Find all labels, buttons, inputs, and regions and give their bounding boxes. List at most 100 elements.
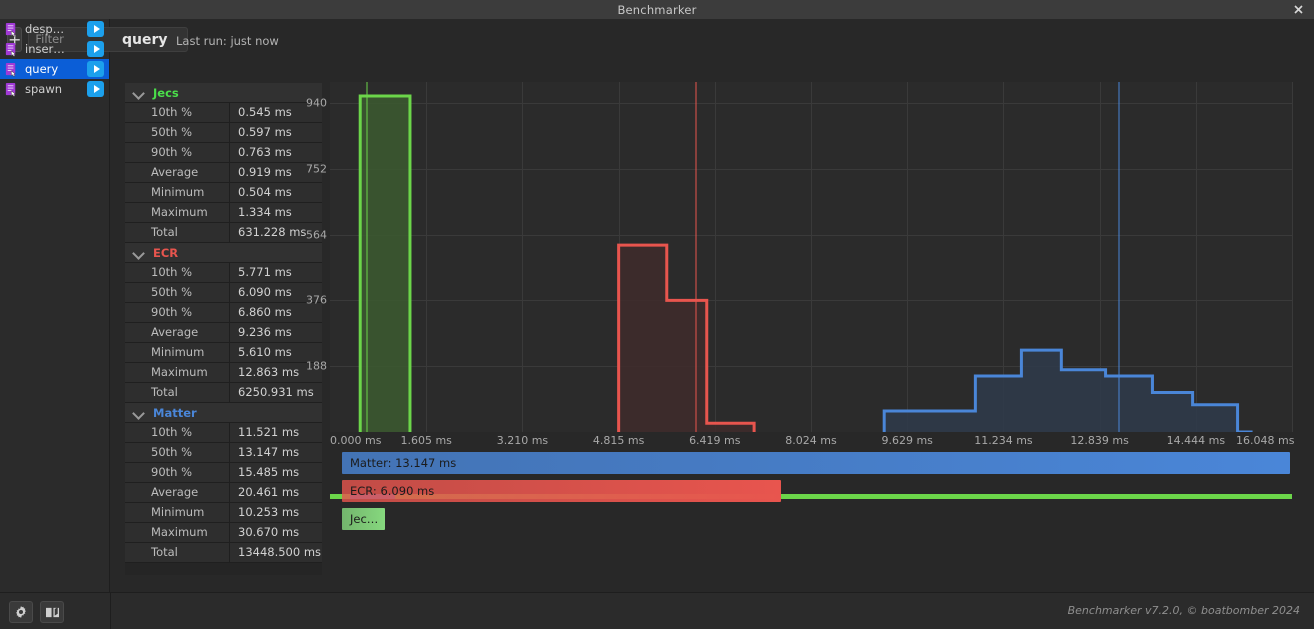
gridline-vertical bbox=[1195, 82, 1197, 432]
stat-value: 6.860 ms bbox=[238, 305, 292, 319]
table-row: Maximum 30.670 ms bbox=[125, 523, 322, 543]
play-icon[interactable] bbox=[87, 81, 104, 97]
footer-divider bbox=[110, 592, 111, 629]
table-row: 50th % 6.090 ms bbox=[125, 283, 322, 303]
script-icon bbox=[4, 42, 19, 57]
stat-key: Total bbox=[125, 223, 230, 242]
table-row: Total 6250.931 ms bbox=[125, 383, 322, 403]
stat-key: 10th % bbox=[125, 103, 230, 122]
table-row: 90th % 6.860 ms bbox=[125, 303, 322, 323]
table-row: Total 631.228 ms bbox=[125, 223, 322, 243]
script-icon bbox=[4, 22, 19, 37]
stat-key: 50th % bbox=[125, 283, 230, 302]
table-row: 90th % 0.763 ms bbox=[125, 143, 322, 163]
stat-value: 10.253 ms bbox=[238, 505, 300, 519]
main-body: + desp… inser… query spawn query Last run: … bbox=[0, 19, 1314, 592]
x-axis-tick-label: 4.815 ms bbox=[592, 434, 645, 447]
gridline-vertical bbox=[522, 82, 524, 432]
stat-value: 6250.931 ms bbox=[238, 385, 314, 399]
series-fill-ecr bbox=[618, 245, 755, 432]
stats-group-header-jecs[interactable]: Jecs bbox=[125, 83, 322, 103]
table-row: Average 9.236 ms bbox=[125, 323, 322, 343]
stat-value: 5.771 ms bbox=[238, 265, 292, 279]
stat-key: 50th % bbox=[125, 123, 230, 142]
median-marker-jecs bbox=[365, 82, 368, 432]
stats-group-header-matter[interactable]: Matter bbox=[125, 403, 322, 423]
sidebar-item-label: inser… bbox=[25, 42, 65, 56]
filter-input[interactable] bbox=[28, 26, 189, 52]
table-row: Minimum 0.504 ms bbox=[125, 183, 322, 203]
table-row: 10th % 11.521 ms bbox=[125, 423, 322, 443]
sidebar-item-desp[interactable]: desp… bbox=[0, 19, 109, 39]
legend-bar-1[interactable]: ECR: 6.090 ms bbox=[342, 480, 781, 502]
play-icon[interactable] bbox=[87, 61, 104, 77]
table-row: Minimum 5.610 ms bbox=[125, 343, 322, 363]
gridline-vertical bbox=[1003, 82, 1005, 432]
close-icon[interactable] bbox=[1282, 0, 1314, 19]
series-line-jecs bbox=[358, 94, 412, 432]
stats-table[interactable]: Jecs 10th % 0.545 ms 50th % 0.597 ms 90th % 0.… bbox=[125, 83, 322, 575]
sidebar-item-label: spawn bbox=[25, 82, 63, 96]
legend-bar-0[interactable]: Matter: 13.147 ms bbox=[342, 452, 1290, 474]
series-fill-jecs bbox=[360, 96, 410, 432]
legend-bar-label: ECR: 6.090 ms bbox=[350, 484, 435, 498]
content-header: query Last run: just now bbox=[110, 19, 1314, 64]
gridline-vertical bbox=[1099, 82, 1101, 432]
stat-key: Total bbox=[125, 383, 230, 402]
x-axis-tick-label: 8.024 ms bbox=[785, 434, 837, 447]
series-fill-matter bbox=[884, 350, 1253, 432]
x-axis-tick-label: 0.000 ms bbox=[330, 434, 382, 447]
stat-key: Average bbox=[125, 323, 230, 342]
stat-value: 13.147 ms bbox=[238, 445, 300, 459]
chevron-down-icon bbox=[133, 247, 145, 259]
legend-bar-2[interactable]: Jec… bbox=[342, 508, 385, 530]
gear-icon[interactable] bbox=[9, 601, 33, 623]
table-row: 10th % 5.771 ms bbox=[125, 263, 322, 283]
sidebar-item-inser[interactable]: inser… bbox=[0, 39, 109, 59]
gridline-vertical bbox=[811, 82, 812, 432]
sidebar-item-label: query bbox=[25, 62, 59, 76]
stat-value: 15.485 ms bbox=[238, 465, 300, 479]
play-icon[interactable] bbox=[87, 41, 104, 57]
median-marker-ecr bbox=[695, 82, 698, 432]
stat-value: 30.670 ms bbox=[238, 525, 300, 539]
play-icon[interactable] bbox=[87, 21, 104, 37]
sidebar-item-query[interactable]: query bbox=[0, 59, 109, 79]
legend-bar-label: Matter: 13.147 ms bbox=[350, 456, 457, 470]
x-axis-tick-label: 14.444 ms bbox=[1166, 434, 1226, 447]
stat-value: 1.334 ms bbox=[238, 205, 292, 219]
stat-value: 0.919 ms bbox=[238, 165, 292, 179]
gridline-vertical bbox=[1292, 82, 1293, 432]
stat-key: 90th % bbox=[125, 143, 230, 162]
stat-key: Minimum bbox=[125, 343, 230, 362]
stat-value: 0.545 ms bbox=[238, 105, 292, 119]
legend-bars: Matter: 13.147 ms ECR: 6.090 ms Jec… bbox=[342, 452, 1290, 536]
x-axis-tick-label: 6.419 ms bbox=[689, 434, 741, 447]
stats-group-header-ecr[interactable]: ECR bbox=[125, 243, 322, 263]
stat-value: 0.763 ms bbox=[238, 145, 292, 159]
stat-key: 10th % bbox=[125, 263, 230, 282]
stats-group-name: Matter bbox=[153, 405, 197, 420]
series-line-matter bbox=[882, 348, 1253, 432]
footer-tools bbox=[9, 601, 64, 623]
stat-value: 6.090 ms bbox=[238, 285, 292, 299]
x-axis-tick-label: 12.839 ms bbox=[1070, 434, 1129, 447]
window-title: Benchmarker bbox=[617, 2, 697, 17]
book-icon[interactable] bbox=[40, 601, 64, 623]
chevron-down-icon bbox=[133, 407, 145, 419]
histogram-chart[interactable]: 940 752 564 376 188 0.000 ms 1.605 ms 3.210 ms… bbox=[306, 82, 1294, 499]
table-row: 90th % 15.485 ms bbox=[125, 463, 322, 483]
sidebar-item-spawn[interactable]: spawn bbox=[0, 79, 109, 99]
stat-key: Maximum bbox=[125, 363, 230, 382]
chevron-down-icon bbox=[133, 87, 145, 99]
stat-value: 0.597 ms bbox=[238, 125, 292, 139]
stat-value: 631.228 ms bbox=[238, 225, 307, 239]
stat-value: 12.863 ms bbox=[238, 365, 300, 379]
script-icon bbox=[4, 82, 19, 97]
chart-series-svg bbox=[358, 94, 1253, 432]
x-axis-tick-label: 9.629 ms bbox=[881, 434, 933, 447]
stat-key: Minimum bbox=[125, 183, 230, 202]
table-row: Total 13448.500 ms bbox=[125, 543, 322, 563]
stats-group-name: ECR bbox=[153, 245, 179, 260]
sidebar-item-label: desp… bbox=[25, 22, 65, 36]
